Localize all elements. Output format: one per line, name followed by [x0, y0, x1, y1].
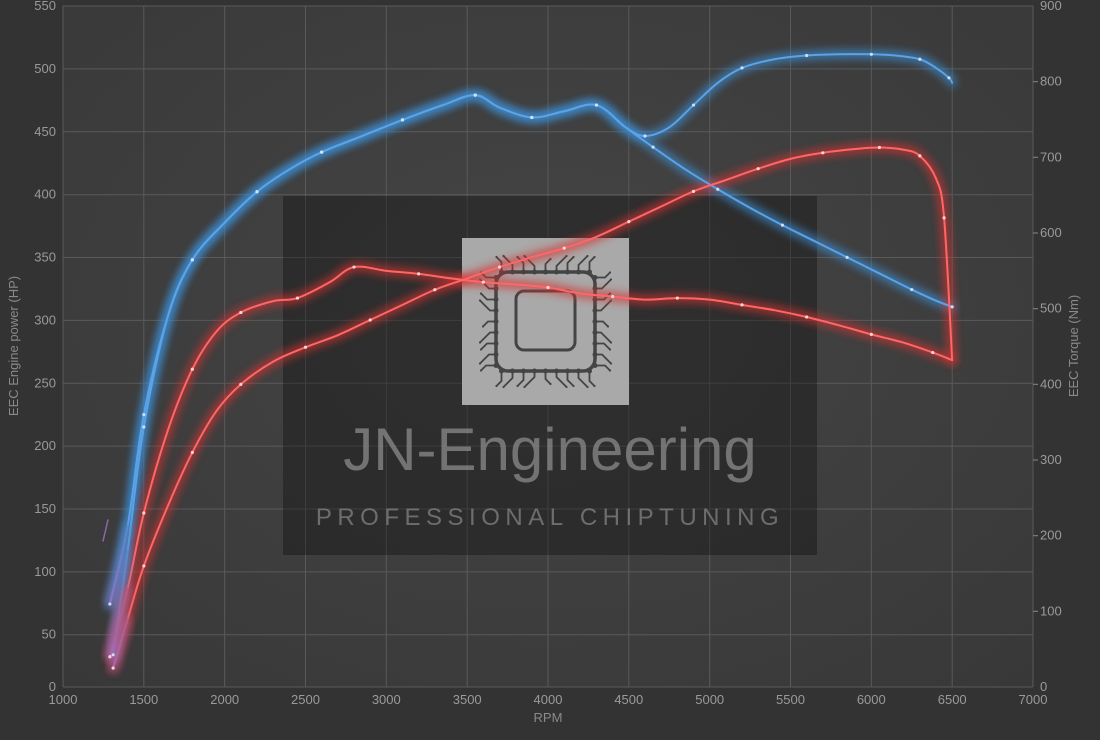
svg-text:6000: 6000: [857, 692, 886, 707]
svg-text:250: 250: [34, 375, 56, 390]
svg-text:500: 500: [34, 61, 56, 76]
svg-text:700: 700: [1040, 149, 1062, 164]
svg-text:300: 300: [34, 312, 56, 327]
svg-text:400: 400: [34, 187, 56, 202]
svg-text:350: 350: [34, 250, 56, 265]
svg-text:PROFESSIONAL CHIPTUNING: PROFESSIONAL CHIPTUNING: [316, 504, 784, 531]
svg-text:3500: 3500: [453, 692, 482, 707]
svg-text:EEC Engine power (HP): EEC Engine power (HP): [6, 276, 21, 416]
svg-text:400: 400: [1040, 376, 1062, 391]
svg-text:1500: 1500: [129, 692, 158, 707]
svg-text:RPM: RPM: [534, 710, 563, 725]
svg-text:550: 550: [34, 0, 56, 13]
svg-text:2000: 2000: [210, 692, 239, 707]
svg-text:JN-Engineering: JN-Engineering: [343, 416, 757, 483]
svg-text:3000: 3000: [372, 692, 401, 707]
svg-text:200: 200: [1040, 528, 1062, 543]
svg-text:900: 900: [1040, 0, 1062, 13]
svg-text:EEC Torque (Nm): EEC Torque (Nm): [1066, 295, 1081, 397]
svg-text:150: 150: [34, 501, 56, 516]
svg-text:200: 200: [34, 438, 56, 453]
svg-text:7000: 7000: [1019, 692, 1048, 707]
svg-text:500: 500: [1040, 301, 1062, 316]
svg-text:4500: 4500: [614, 692, 643, 707]
svg-text:100: 100: [1040, 603, 1062, 618]
svg-text:450: 450: [34, 124, 56, 139]
svg-text:1000: 1000: [49, 692, 78, 707]
svg-text:800: 800: [1040, 74, 1062, 89]
svg-text:5000: 5000: [695, 692, 724, 707]
svg-text:600: 600: [1040, 225, 1062, 240]
svg-text:2500: 2500: [291, 692, 320, 707]
svg-text:300: 300: [1040, 452, 1062, 467]
svg-text:50: 50: [42, 627, 56, 642]
svg-text:6500: 6500: [938, 692, 967, 707]
svg-text:5500: 5500: [776, 692, 805, 707]
svg-text:100: 100: [34, 564, 56, 579]
svg-text:4000: 4000: [534, 692, 563, 707]
